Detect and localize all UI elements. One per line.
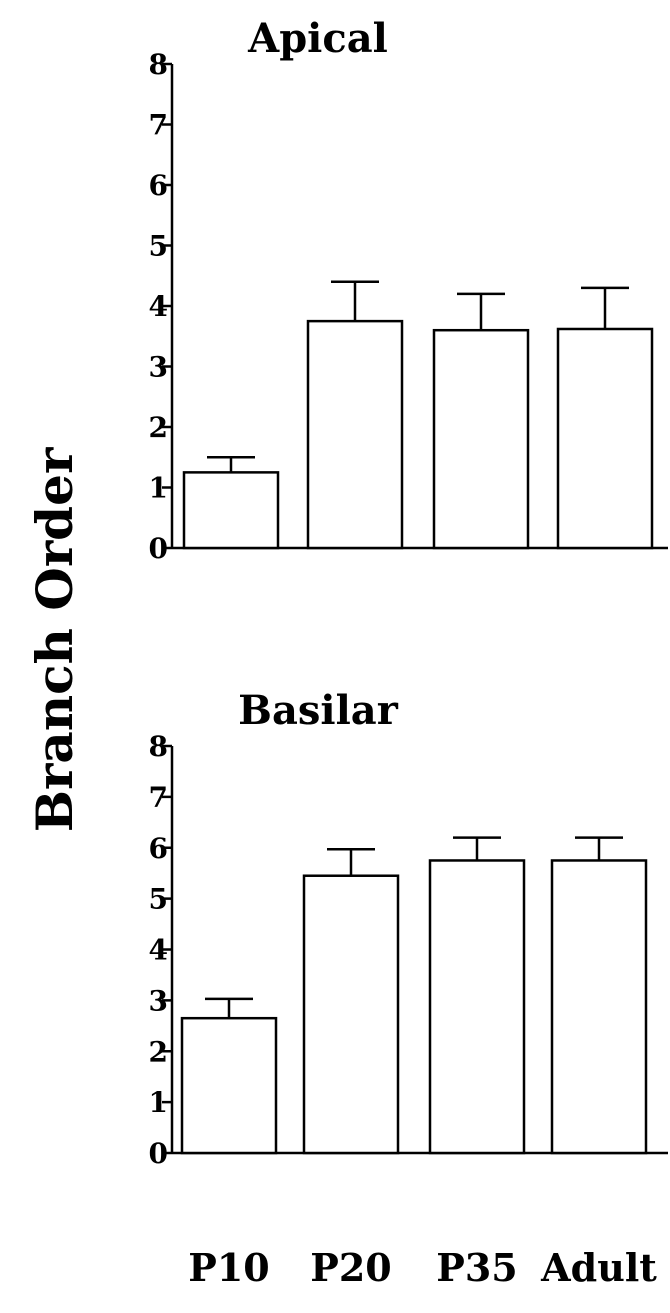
y-tick-label: 8 bbox=[149, 48, 168, 81]
bar-p10 bbox=[180, 1016, 278, 1155]
y-tick-label: 3 bbox=[149, 351, 168, 384]
y-tick-label: 0 bbox=[149, 532, 168, 565]
basilar-chart: Basilar 0 1 2 3 4 5 6 7 8 P10 P20 P35 Adult bbox=[149, 687, 668, 1290]
x-tick-label: P35 bbox=[436, 1245, 517, 1290]
bar-p35 bbox=[428, 859, 526, 1155]
y-tick-label: 2 bbox=[149, 1035, 168, 1068]
y-tick-label: 3 bbox=[149, 984, 168, 1017]
y-tick-label: 7 bbox=[149, 781, 168, 814]
y-tick-label: 1 bbox=[149, 1086, 168, 1119]
y-tick-label: 5 bbox=[149, 883, 168, 916]
y-tick-label: 6 bbox=[149, 169, 168, 202]
y-tick-label: 5 bbox=[149, 230, 168, 263]
y-tick-label: 0 bbox=[149, 1137, 168, 1170]
y-tick-label: 4 bbox=[149, 290, 168, 323]
y-tick-label: 8 bbox=[149, 730, 168, 763]
x-tick-label: P10 bbox=[188, 1245, 269, 1290]
bar-p20 bbox=[302, 874, 400, 1155]
x-tick-label: P20 bbox=[310, 1245, 391, 1290]
chart-title: Apical bbox=[247, 15, 388, 62]
y-tick-label: 6 bbox=[149, 832, 168, 865]
y-tick-label: 2 bbox=[149, 411, 168, 444]
bar-adult bbox=[550, 859, 648, 1155]
bar-adult bbox=[556, 327, 654, 550]
chart-title: Basilar bbox=[238, 687, 399, 734]
y-tick-label: 4 bbox=[149, 934, 168, 967]
x-tick-label: Adult bbox=[540, 1245, 657, 1290]
bar-p10 bbox=[182, 471, 280, 550]
apical-chart: Apical 0 1 2 3 4 5 6 7 8 bbox=[149, 15, 668, 565]
y-axis-label: Branch Order bbox=[25, 447, 84, 832]
y-tick-label: 1 bbox=[149, 472, 168, 505]
bar-p20 bbox=[306, 319, 404, 550]
bar-p35 bbox=[432, 328, 530, 550]
y-tick-label: 7 bbox=[149, 109, 168, 142]
